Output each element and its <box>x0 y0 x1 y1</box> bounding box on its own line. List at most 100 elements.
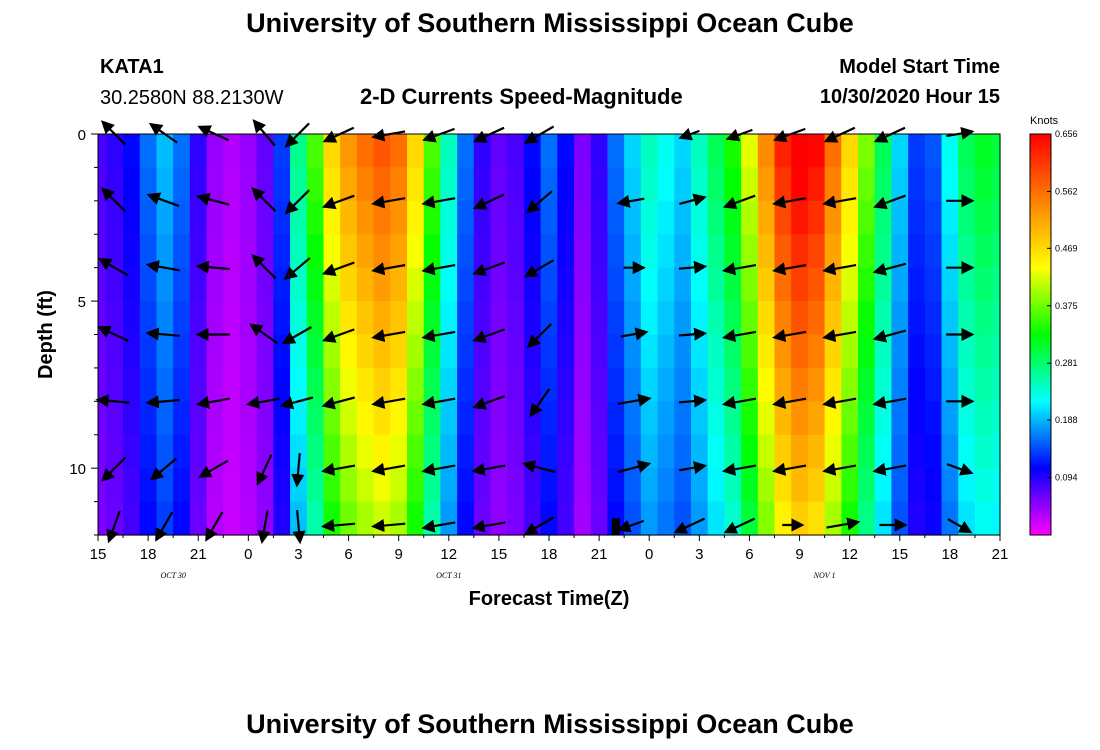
heatmap-cell <box>189 334 208 369</box>
heatmap-cell <box>223 134 241 169</box>
heatmap-cell <box>557 267 575 302</box>
heatmap-cell <box>824 367 842 402</box>
heatmap-cell <box>557 367 575 402</box>
heatmap-cell <box>457 468 475 503</box>
heatmap-cell <box>974 301 993 336</box>
date-label: OCT 31 <box>436 571 461 580</box>
current-vector <box>106 510 121 544</box>
heatmap-cell <box>440 334 458 369</box>
heatmap-cell <box>958 134 976 169</box>
heatmap-cell <box>356 367 375 402</box>
x-tick-label: 18 <box>541 546 558 563</box>
currents-chart: 15 18 21 0 3 6 9 12 15 18 21 0 3 6 9 12 15 18 21 OCT 30 OCT … <box>35 115 1078 610</box>
heatmap-cell <box>690 301 709 336</box>
current-vector <box>421 462 456 476</box>
heatmap-cell <box>974 501 993 536</box>
heatmap-cell <box>123 501 141 536</box>
current-vector <box>321 462 356 476</box>
heatmap-cell <box>407 200 425 235</box>
heatmap-cell <box>440 267 458 302</box>
heatmap-cell <box>540 434 558 469</box>
x-tick-label: 6 <box>344 546 352 563</box>
heatmap-cell <box>924 468 943 503</box>
heatmap-cell <box>523 367 542 402</box>
heatmap-cell <box>239 367 258 402</box>
heatmap-cell <box>323 167 341 202</box>
heatmap-cell <box>323 501 341 536</box>
heatmap-cell <box>457 267 475 302</box>
current-vector <box>283 257 311 281</box>
heatmap-cell <box>106 267 124 302</box>
heatmap-cell <box>98 167 107 202</box>
heatmap-cell <box>624 234 642 269</box>
heatmap-cell <box>373 468 391 503</box>
heatmap-cell <box>924 167 943 202</box>
heatmap-cell <box>624 367 642 402</box>
heatmap-cell <box>223 334 241 369</box>
heatmap-cell <box>958 301 976 336</box>
x-axis-label: Forecast Time(Z) <box>469 588 630 610</box>
current-vector <box>617 393 652 407</box>
heatmap-cell <box>908 468 926 503</box>
heatmap-cell <box>239 167 258 202</box>
heatmap-cell <box>457 401 475 436</box>
heatmap-cell <box>607 267 625 302</box>
heatmap-cell <box>523 200 542 235</box>
current-vector <box>198 459 229 478</box>
heatmap-cell <box>657 434 675 469</box>
heatmap-cell <box>473 501 492 536</box>
heatmap-cell <box>924 234 943 269</box>
heatmap-cell <box>674 167 692 202</box>
heatmap-cell <box>858 434 876 469</box>
heatmap-cell <box>590 401 609 436</box>
heatmap-cell <box>457 167 475 202</box>
current-vector <box>472 193 505 210</box>
current-vector <box>872 462 907 476</box>
heatmap-cell <box>891 167 909 202</box>
heatmap-cell <box>423 334 442 369</box>
heatmap-cell <box>323 134 341 169</box>
heatmap-cell <box>156 334 174 369</box>
heatmap-cell <box>98 501 107 536</box>
heatmap-cell <box>473 200 492 235</box>
heatmap-cell <box>757 334 776 369</box>
current-vector <box>471 519 506 533</box>
heatmap-cell <box>507 134 525 169</box>
heatmap-cell <box>858 501 876 536</box>
heatmap-cell <box>874 267 893 302</box>
date-label: NOV 1 <box>813 571 836 580</box>
heatmap-cell <box>807 401 826 436</box>
heatmap-cell <box>791 468 809 503</box>
heatmap-cell <box>407 434 425 469</box>
heatmap-cell <box>724 434 742 469</box>
heatmap-cell <box>640 434 659 469</box>
heatmap-cell <box>640 334 659 369</box>
heatmap-cell <box>423 301 442 336</box>
heatmap-cell <box>590 367 609 402</box>
heatmap-cell <box>958 334 976 369</box>
heatmap-cell <box>540 501 558 536</box>
heatmap-cell <box>139 334 158 369</box>
heatmap-cell <box>891 367 909 402</box>
current-vector <box>100 187 127 213</box>
current-vector <box>371 395 406 409</box>
heatmap-cell <box>523 167 542 202</box>
heatmap-cell <box>624 134 642 169</box>
heatmap-cell <box>440 468 458 503</box>
current-vector <box>195 260 230 274</box>
heatmap-cell <box>791 501 809 536</box>
heatmap-cell <box>941 234 959 269</box>
heatmap-cell <box>791 334 809 369</box>
heatmap-cell <box>574 434 592 469</box>
heatmap-cell <box>640 468 659 503</box>
heatmap-cell <box>941 167 959 202</box>
heatmap-cell <box>774 501 792 536</box>
heatmap-cell <box>557 401 575 436</box>
heatmap-cell <box>607 334 625 369</box>
heatmap-cell <box>974 468 993 503</box>
heatmap-cell <box>206 501 224 536</box>
heatmap-cell <box>908 434 926 469</box>
heatmap-cell <box>624 434 642 469</box>
heatmap-cell <box>490 334 508 369</box>
heatmap-cell <box>590 501 609 536</box>
